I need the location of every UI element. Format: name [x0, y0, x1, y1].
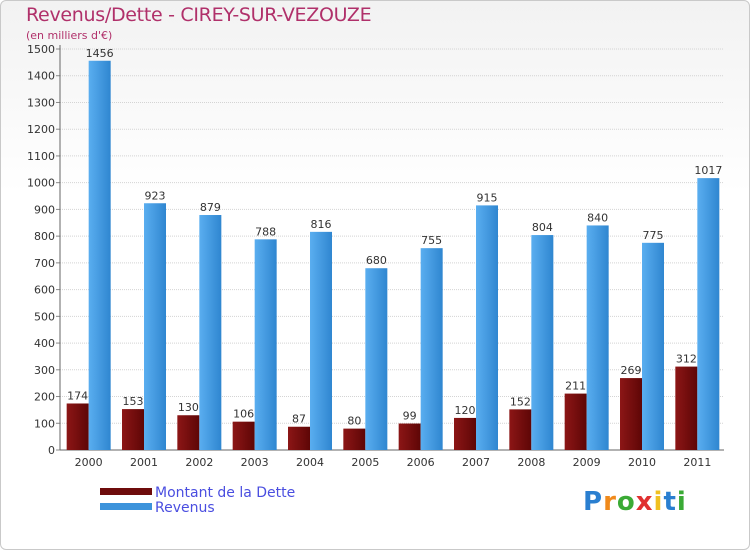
legend: Montant de la Dette Revenus	[100, 486, 295, 516]
data-label-dette: 80	[347, 415, 361, 428]
y-tick-label: 800	[34, 230, 55, 243]
y-tick-label: 0	[48, 444, 55, 457]
x-tick-label: 2009	[573, 456, 601, 469]
y-tick-label: 1200	[27, 123, 55, 136]
bar-revenus	[420, 248, 443, 450]
bar-dette	[454, 417, 476, 450]
data-label-revenus: 840	[587, 211, 608, 224]
bar-revenus	[88, 60, 111, 450]
bar-dette	[509, 409, 532, 450]
y-tick-label: 300	[34, 364, 55, 377]
data-label-revenus: 680	[366, 254, 387, 267]
bar-dette	[343, 428, 366, 450]
x-tick-label: 2005	[351, 456, 379, 469]
data-label-dette: 99	[403, 410, 417, 423]
x-tick-label: 2006	[407, 456, 435, 469]
data-label-revenus: 755	[421, 234, 442, 247]
x-tick-label: 2001	[130, 456, 158, 469]
y-tick-label: 400	[34, 337, 55, 350]
data-label-revenus: 1456	[86, 47, 114, 60]
bar-dette	[398, 423, 421, 450]
logo-letter: i	[676, 487, 687, 517]
bar-dette	[232, 421, 255, 450]
x-tick-label: 2007	[462, 456, 490, 469]
data-label-dette: 120	[455, 404, 476, 417]
y-tick-label: 1300	[27, 96, 55, 109]
logo-letter: o	[616, 487, 636, 517]
data-label-dette: 87	[292, 413, 306, 426]
logo-letter: i	[653, 487, 664, 517]
data-label-dette: 106	[233, 408, 254, 421]
y-tick-label: 500	[34, 310, 55, 323]
bar-dette	[122, 409, 144, 450]
legend-label-revenus: Revenus	[155, 500, 215, 516]
data-label-revenus: 816	[311, 218, 332, 231]
data-label-dette: 211	[565, 380, 586, 393]
bar-dette	[675, 366, 698, 450]
data-label-revenus: 788	[255, 225, 276, 238]
legend-item-revenus: Revenus	[100, 501, 295, 516]
legend-swatch-revenus	[100, 502, 152, 510]
data-label-revenus: 804	[532, 221, 553, 234]
y-tick-label: 1500	[27, 43, 55, 56]
data-label-dette: 269	[621, 364, 642, 377]
data-label-revenus: 879	[200, 201, 221, 214]
logo-letter: P	[583, 487, 604, 517]
data-label-revenus: 923	[145, 189, 166, 202]
legend-swatch-dette	[100, 487, 152, 495]
y-tick-label: 900	[34, 203, 55, 216]
legend-item-dette: Montant de la Dette	[100, 486, 295, 501]
data-label-dette: 153	[123, 395, 144, 408]
data-label-revenus: 1017	[694, 164, 722, 177]
y-tick-label: 1100	[27, 150, 55, 163]
data-label-dette: 312	[676, 353, 697, 366]
bar-revenus	[697, 178, 720, 450]
data-label-revenus: 775	[643, 229, 664, 242]
logo-letter: t	[663, 487, 677, 517]
x-tick-label: 2004	[296, 456, 324, 469]
y-tick-label: 700	[34, 257, 55, 270]
logo-letter: x	[635, 487, 654, 517]
bar-dette	[177, 415, 200, 450]
bar-revenus	[476, 205, 498, 450]
y-tick-label: 1400	[27, 70, 55, 83]
x-tick-label: 2002	[185, 456, 213, 469]
x-tick-label: 2003	[241, 456, 269, 469]
x-tick-label: 2000	[75, 456, 103, 469]
legend-label-dette: Montant de la Dette	[155, 485, 296, 501]
bar-revenus	[365, 268, 388, 450]
bar-revenus	[531, 235, 554, 450]
data-label-dette: 152	[510, 395, 531, 408]
x-tick-label: 2010	[628, 456, 656, 469]
chart-title: Revenus/Dette - CIREY-SUR-VEZOUZE	[26, 4, 372, 26]
bar-revenus	[144, 203, 166, 450]
bar-dette	[620, 378, 642, 450]
proxiti-logo: Proxiti	[583, 487, 687, 517]
x-tick-label: 2011	[683, 456, 711, 469]
y-tick-label: 100	[34, 417, 55, 430]
data-label-dette: 174	[67, 389, 88, 402]
y-tick-label: 200	[34, 391, 55, 404]
bar-revenus	[199, 215, 222, 450]
x-tick-label: 2008	[517, 456, 545, 469]
y-tick-label: 1000	[27, 177, 55, 190]
bar-dette	[564, 393, 587, 450]
bar-dette	[66, 403, 89, 450]
y-tick-label: 600	[34, 284, 55, 297]
logo-letter: r	[603, 487, 617, 517]
bar-revenus	[310, 231, 332, 450]
data-label-revenus: 915	[477, 191, 498, 204]
bar-revenus	[254, 239, 277, 450]
bar-revenus	[586, 225, 609, 450]
bar-dette	[288, 426, 310, 450]
data-label-dette: 130	[178, 401, 199, 414]
chart-subtitle: (en milliers d'€)	[26, 29, 113, 42]
bar-revenus	[642, 242, 664, 450]
